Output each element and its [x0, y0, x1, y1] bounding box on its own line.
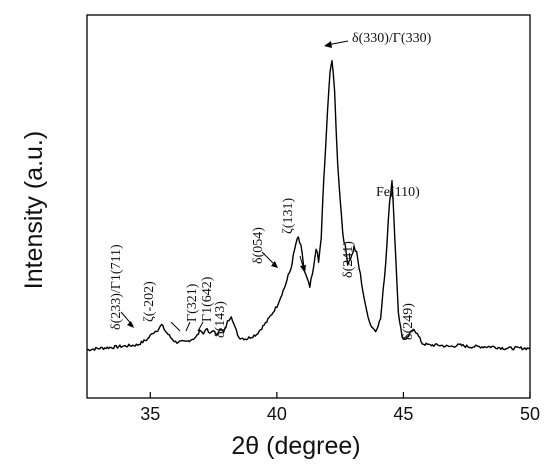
x-axis-title: 2θ (degree) [231, 432, 360, 460]
peak-label-fe110: Fe(110) [376, 185, 420, 200]
peak-label-delta330-gamma330: δ(330)/Γ(330) [352, 31, 432, 46]
arrowhead-zeta131 [300, 265, 306, 273]
peak-label-delta233-gamma711: δ(233)/Γ1(711) [109, 244, 124, 330]
y-axis-title: Intensity (a.u.) [20, 131, 48, 289]
xrd-pattern-line [86, 60, 531, 352]
peak-label-delta249: δ(249) [401, 303, 416, 340]
arrow-gamma321 [185, 321, 191, 332]
x-axis-ticks [149, 392, 531, 398]
peak-label-delta241: δ(241) [341, 241, 356, 278]
plot-frame [86, 14, 531, 399]
peak-label-gamma321: Γ(321) [185, 283, 200, 322]
arrow-zeta-202 [170, 321, 181, 332]
arrow-gamma1-642 [197, 321, 204, 332]
arrowhead-delta330 [324, 41, 332, 48]
x-axis-tick-labels: 35 40 45 50 [140, 404, 540, 424]
arrowhead-delta054 [271, 261, 278, 268]
plot-border [86, 14, 531, 399]
arrowhead-delta233 [127, 321, 134, 328]
peak-label-delta054: δ(054) [251, 227, 266, 264]
peak-label-gamma1-642: Γ1(642) [200, 276, 215, 322]
peak-label-delta143: δ(143) [213, 301, 228, 338]
peak-label-zeta131: ζ(131) [281, 198, 296, 234]
peak-annotations: δ(233)/Γ1(711) ζ(-202) Γ(321) Γ1(642) δ(… [109, 31, 432, 340]
x-tick-label-40: 40 [267, 404, 287, 424]
x-tick-label-35: 35 [140, 404, 160, 424]
peak-label-zeta-202: ζ(-202) [142, 281, 157, 322]
x-tick-label-45: 45 [393, 404, 413, 424]
x-tick-label-50: 50 [520, 404, 540, 424]
